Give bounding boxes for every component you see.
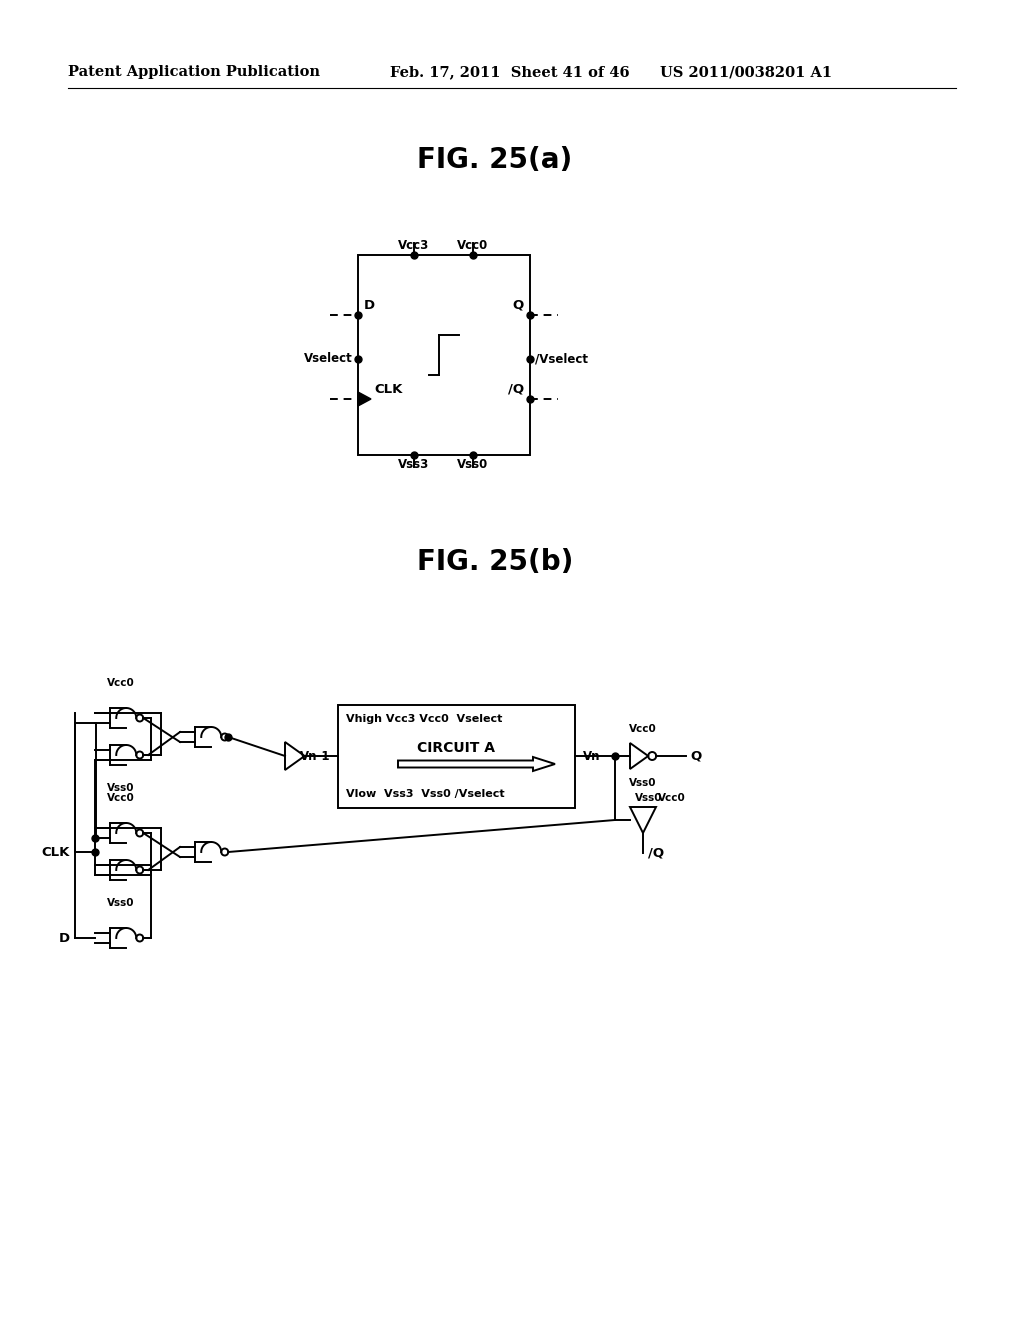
Text: Vn-1: Vn-1: [299, 750, 330, 763]
Text: Vcc3: Vcc3: [398, 239, 430, 252]
Text: Patent Application Publication: Patent Application Publication: [68, 65, 319, 79]
Text: Vss0: Vss0: [630, 777, 656, 788]
Text: /Vselect: /Vselect: [535, 352, 588, 366]
FancyArrow shape: [398, 756, 555, 771]
Text: Vcc0: Vcc0: [658, 793, 686, 803]
Text: Vcc0: Vcc0: [108, 793, 135, 803]
Text: Vss0: Vss0: [635, 793, 663, 803]
Text: Q: Q: [690, 750, 701, 763]
Text: Vcc0: Vcc0: [108, 678, 135, 688]
Bar: [358, 255, 530, 455]
Text: Vss3: Vss3: [398, 458, 430, 471]
Text: Vlow  Vss3  Vss0 /Vselect: Vlow Vss3 Vss0 /Vselect: [346, 789, 505, 799]
Text: Vss0: Vss0: [458, 458, 488, 471]
Text: US 2011/0038201 A1: US 2011/0038201 A1: [660, 65, 833, 79]
Polygon shape: [358, 392, 371, 407]
Text: CLK: CLK: [42, 846, 70, 858]
Text: FIG. 25(b): FIG. 25(b): [417, 548, 573, 576]
Text: D: D: [364, 300, 375, 312]
Text: Vn: Vn: [583, 750, 600, 763]
Text: /Q: /Q: [648, 846, 665, 859]
Text: Vcc0: Vcc0: [629, 723, 656, 734]
Text: Q: Q: [513, 300, 524, 312]
Text: D: D: [58, 932, 70, 945]
Text: /Q: /Q: [508, 383, 524, 396]
Text: Vss0: Vss0: [108, 898, 135, 908]
Text: FIG. 25(a): FIG. 25(a): [418, 147, 572, 174]
Text: Vhigh Vcc3 Vcc0  Vselect: Vhigh Vcc3 Vcc0 Vselect: [346, 714, 503, 723]
Text: CIRCUIT A: CIRCUIT A: [417, 741, 495, 755]
Text: Vss0: Vss0: [108, 783, 135, 793]
Text: Vselect: Vselect: [304, 352, 353, 366]
Text: Feb. 17, 2011  Sheet 41 of 46: Feb. 17, 2011 Sheet 41 of 46: [390, 65, 630, 79]
Text: CLK: CLK: [374, 383, 402, 396]
Bar: [338, 705, 575, 808]
Text: Vcc0: Vcc0: [458, 239, 488, 252]
